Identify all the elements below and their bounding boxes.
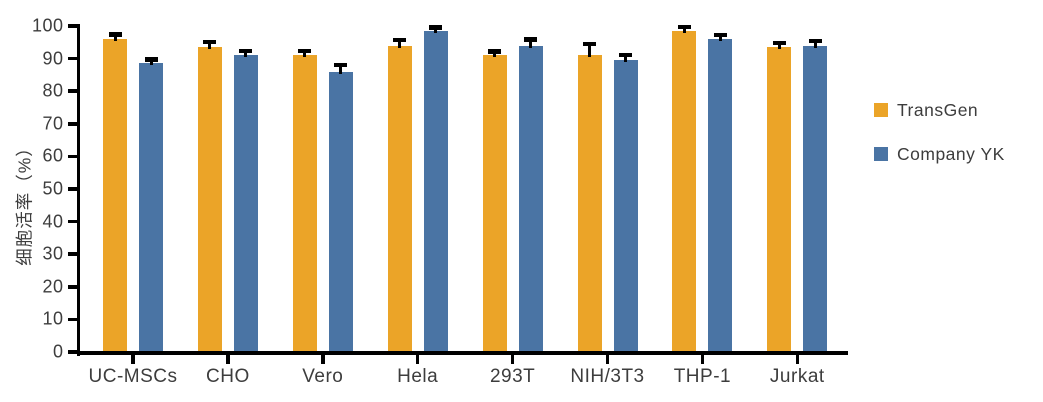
x-axis-category-label: Vero: [302, 366, 344, 387]
error-bar-stem: [303, 52, 307, 58]
y-tick: [67, 317, 77, 322]
bar-company-yk: [518, 45, 543, 351]
y-tick: [67, 219, 77, 224]
x-axis-category-label: NIH/3T3: [570, 366, 645, 387]
error-bar-cap: [298, 48, 312, 54]
bar-company-yk: [233, 55, 258, 351]
y-tick: [67, 285, 77, 289]
x-axis-category-label: UC-MSCs: [88, 366, 178, 387]
error-bar-stem: [493, 53, 497, 58]
error-bar-cap: [334, 62, 348, 68]
error-bar-cap: [772, 40, 786, 46]
y-tick-label: 40: [42, 211, 64, 232]
x-axis-category-label: Hela: [397, 366, 439, 387]
y-tick-label: 10: [42, 308, 64, 329]
bar-transgen: [103, 39, 127, 351]
error-bar-stem: [588, 45, 591, 58]
y-tick-label: 90: [42, 48, 64, 69]
x-axis-line: [76, 351, 848, 355]
bar-company-yk: [708, 39, 733, 351]
y-tick: [67, 154, 77, 159]
y-tick-label: 80: [42, 80, 64, 101]
y-tick: [67, 24, 77, 28]
error-bar-cap: [108, 32, 122, 37]
error-bar-stem: [529, 41, 533, 48]
y-axis-title: 细胞活率（%）: [14, 138, 35, 266]
y-tick: [67, 350, 77, 354]
x-tick: [415, 354, 420, 364]
legend-swatch: [874, 147, 888, 161]
x-tick: [226, 354, 230, 364]
y-tick: [67, 187, 77, 191]
error-bar-cap: [677, 24, 691, 30]
x-axis-category-label: THP-1: [673, 366, 732, 387]
y-tick-label: 50: [42, 178, 64, 199]
error-bar-stem: [682, 28, 686, 33]
error-bar-cap: [583, 41, 596, 47]
y-tick-label: 30: [42, 243, 64, 264]
y-tick-label: 100: [31, 15, 64, 36]
error-bar-stem: [398, 41, 402, 48]
error-bar-stem: [339, 66, 343, 74]
y-axis-line: [76, 24, 80, 356]
y-tick: [67, 252, 77, 256]
x-tick: [321, 354, 325, 364]
error-bar-stem: [718, 36, 722, 42]
legend-swatch: [874, 103, 888, 117]
bar-company-yk: [423, 30, 448, 351]
legend-label: Company YK: [897, 143, 1005, 164]
error-bar-cap: [619, 52, 632, 58]
bar-company-yk: [139, 63, 163, 351]
bar-transgen: [197, 47, 222, 351]
x-axis-category-label: Jurkat: [769, 366, 825, 387]
y-tick-label: 20: [42, 276, 64, 297]
error-bar-cap: [429, 25, 443, 30]
y-tick: [67, 122, 77, 126]
bar-transgen: [577, 55, 602, 351]
legend-label: TransGen: [897, 99, 979, 120]
error-bar-cap: [713, 32, 727, 38]
x-tick: [700, 354, 705, 364]
bar-company-yk: [328, 71, 353, 351]
error-bar-stem: [208, 43, 212, 50]
y-tick: [67, 56, 77, 61]
error-bar-stem: [777, 44, 781, 50]
x-axis-category-label: CHO: [206, 366, 250, 387]
x-tick: [131, 354, 135, 364]
bar-transgen: [672, 30, 697, 351]
error-bar-cap: [524, 37, 538, 42]
legend-item-company-yk: Company YK: [874, 144, 1005, 164]
bar-transgen: [387, 45, 412, 351]
x-tick: [605, 354, 610, 364]
bar-transgen: [482, 55, 507, 351]
legend: TransGen Company YK: [874, 100, 1005, 191]
y-tick-label: 60: [42, 145, 64, 166]
error-bar-stem: [434, 29, 438, 33]
bar-transgen: [767, 47, 792, 351]
y-tick: [67, 89, 77, 93]
bar-transgen: [292, 55, 317, 351]
error-bar-cap: [203, 39, 217, 45]
y-tick-label: 0: [52, 341, 64, 362]
error-bar-cap: [393, 37, 407, 43]
error-bar-stem: [244, 52, 248, 58]
y-tick-label: 70: [42, 113, 64, 134]
error-bar-stem: [113, 36, 117, 42]
bar-company-yk: [803, 45, 828, 351]
error-bar-cap: [239, 48, 253, 54]
x-tick: [510, 354, 515, 364]
error-bar-cap: [144, 57, 158, 62]
error-bar-stem: [813, 42, 817, 48]
x-axis-category-label: 293T: [489, 366, 536, 387]
error-bar-stem: [149, 61, 153, 66]
error-bar-cap: [808, 38, 822, 44]
error-bar-cap: [488, 49, 502, 54]
x-tick: [795, 354, 800, 364]
error-bar-stem: [624, 56, 627, 63]
legend-item-transgen: TransGen: [874, 100, 1005, 120]
bar-company-yk: [613, 60, 638, 351]
